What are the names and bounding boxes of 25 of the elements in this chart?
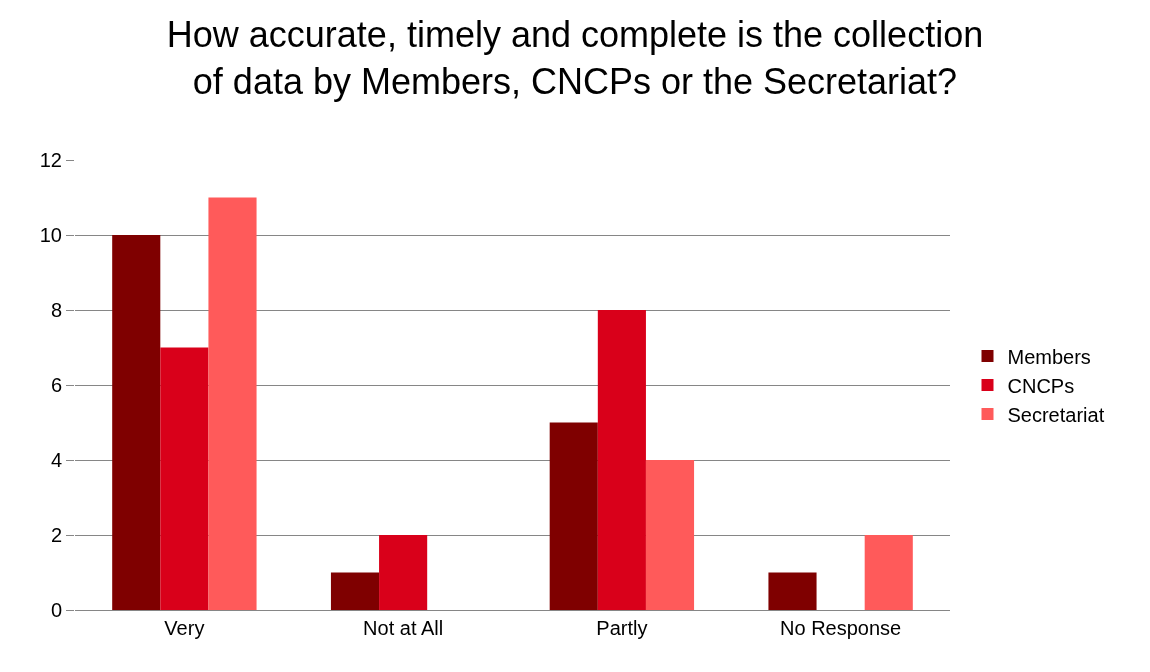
bar [379,535,428,610]
bar [768,572,817,610]
legend-label: Members [1007,345,1091,368]
y-tick-label: 4 [50,449,62,471]
legend-label: Secretariat [1007,403,1105,426]
legend-label: CNCPs [1007,374,1075,397]
bar [549,422,598,610]
y-tick-label: 2 [50,524,62,546]
bar [645,460,695,610]
y-tick-label: 10 [39,224,62,246]
x-tick-label: Not at All [363,617,444,639]
x-tick-label: Very [164,617,205,639]
bar [208,197,257,610]
y-tick-label: 8 [50,299,62,321]
bar [597,310,646,610]
x-tick-label: Partly [596,617,648,639]
y-tick-label: 6 [50,374,62,396]
bar [330,572,380,610]
x-tick-label: No Response [780,617,902,639]
bar [864,535,913,610]
bar [112,235,161,610]
y-tick-label: 0 [50,599,62,621]
y-tick-label: 12 [39,149,62,171]
chart-title: How accurate, timely and complete is the collection of data by Members, CNCPs or the Secretariat? [166,14,984,102]
bar [160,347,209,610]
